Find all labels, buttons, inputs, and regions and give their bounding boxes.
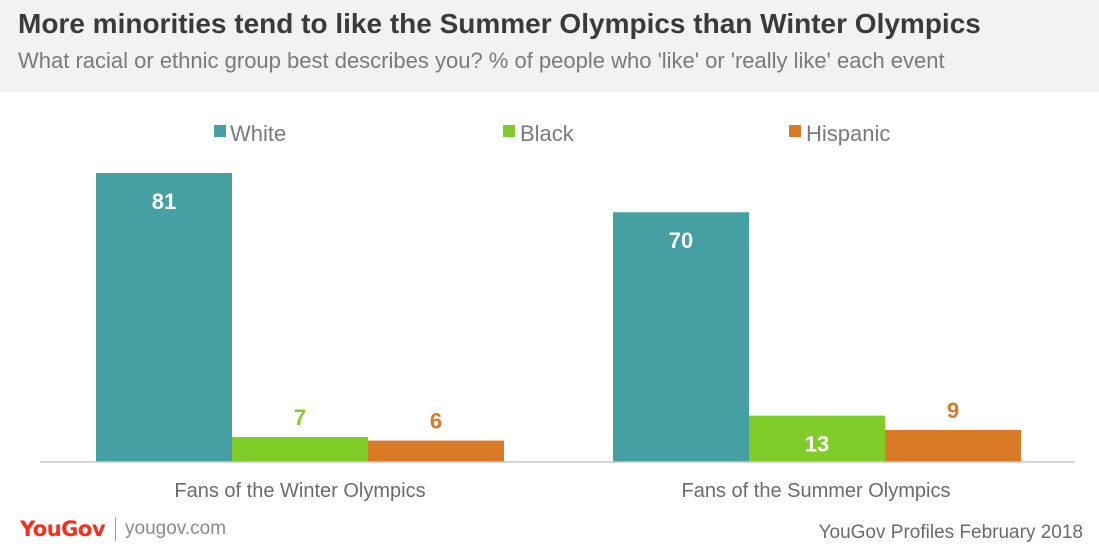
bar-black-winter xyxy=(232,437,368,462)
data-label-hispanic-summer: 9 xyxy=(947,398,959,423)
bar-hispanic-summer xyxy=(885,429,1021,462)
bar-hispanic-winter xyxy=(368,440,504,462)
yougov-logo: YouGov xyxy=(20,517,106,541)
legend-swatch-black xyxy=(503,125,515,137)
legend-label-white: White xyxy=(230,121,286,146)
data-label-hispanic-winter: 6 xyxy=(430,409,442,434)
logo-divider xyxy=(115,517,117,541)
category-label-winter: Fans of the Winter Olympics xyxy=(174,480,425,502)
bar-black-summer xyxy=(749,415,885,462)
bars-group: 81 7 6 70 13 9 xyxy=(96,173,1021,462)
footer-branding: YouGov yougov.com xyxy=(20,515,226,543)
bar-chart: White Black Hispanic 81 7 6 70 13 9 Fans of t… xyxy=(40,121,1075,502)
data-label-black-winter: 7 xyxy=(294,405,306,430)
data-label-white-summer: 70 xyxy=(669,228,693,253)
bar-white-winter xyxy=(96,173,232,462)
legend-swatch-hispanic xyxy=(789,125,801,137)
legend: White Black Hispanic xyxy=(214,121,890,146)
chart-title: More minorities tend to like the Summer … xyxy=(18,8,981,39)
legend-label-hispanic: Hispanic xyxy=(806,121,890,146)
category-label-summer: Fans of the Summer Olympics xyxy=(682,480,951,502)
header-band: More minorities tend to like the Summer … xyxy=(0,0,1099,92)
data-label-white-winter: 81 xyxy=(152,189,176,214)
site-link[interactable]: yougov.com xyxy=(125,518,227,539)
source-note: YouGov Profiles February 2018 xyxy=(818,522,1083,543)
legend-swatch-white xyxy=(214,125,226,137)
legend-label-black: Black xyxy=(520,121,575,146)
chart-subtitle: What racial or ethnic group best describ… xyxy=(18,48,945,73)
data-label-black-summer: 13 xyxy=(805,432,829,457)
bar-white-summer xyxy=(613,212,749,462)
